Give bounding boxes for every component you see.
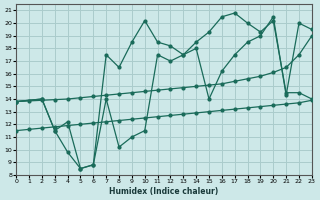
X-axis label: Humidex (Indice chaleur): Humidex (Indice chaleur) — [109, 187, 219, 196]
